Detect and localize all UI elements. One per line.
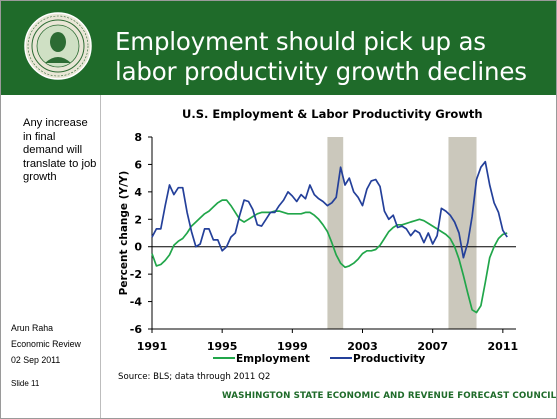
series-line-productivity xyxy=(151,160,508,259)
slide-header: Employment should pick up as labor produ… xyxy=(1,1,556,95)
y-tick-label: 0 xyxy=(134,241,142,254)
event-name: Economic Review xyxy=(11,339,81,349)
y-axis-label: Percent change (Y/Y) xyxy=(118,171,130,296)
author-name: Arun Raha xyxy=(11,323,54,333)
x-tick-label: 2003 xyxy=(347,340,378,353)
sidebar: Any increase in final demand will transl… xyxy=(1,95,101,418)
legend-label-productivity: Productivity xyxy=(353,353,425,365)
recession-band-1 xyxy=(448,137,477,329)
slide-number: Slide 11 xyxy=(11,379,40,388)
chart-source: Source: BLS; data through 2011 Q2 xyxy=(118,372,271,382)
author-block: Arun Raha Economic Review 02 Sep 2011 xyxy=(11,320,81,368)
x-tick-label: 1995 xyxy=(207,340,238,353)
sidebar-note: Any increase in final demand will transl… xyxy=(23,117,97,183)
y-tick-label: 8 xyxy=(134,131,142,144)
y-tick-label: 4 xyxy=(134,186,142,199)
y-tick-label: 2 xyxy=(134,213,142,226)
legend-label-employment: Employment xyxy=(236,353,310,365)
state-seal-logo xyxy=(24,12,92,80)
presentation-date: 02 Sep 2011 xyxy=(11,355,61,365)
x-tick-label: 1991 xyxy=(137,340,168,353)
x-tick-label: 2007 xyxy=(417,340,448,353)
recession-band-0 xyxy=(327,137,344,329)
x-tick-label: 2011 xyxy=(488,340,519,353)
y-tick-label: 6 xyxy=(134,158,142,171)
slide-title: Employment should pick up as labor produ… xyxy=(115,27,527,86)
y-tick-label: -2 xyxy=(130,268,142,281)
footer-org: WASHINGTON STATE ECONOMIC AND REVENUE FO… xyxy=(222,391,557,401)
x-tick-label: 1999 xyxy=(277,340,308,353)
y-tick-label: -4 xyxy=(130,296,143,309)
y-tick-label: -6 xyxy=(130,323,143,336)
chart-title: U.S. Employment & Labor Productivity Gro… xyxy=(182,107,483,121)
series-line-employment xyxy=(151,199,508,314)
